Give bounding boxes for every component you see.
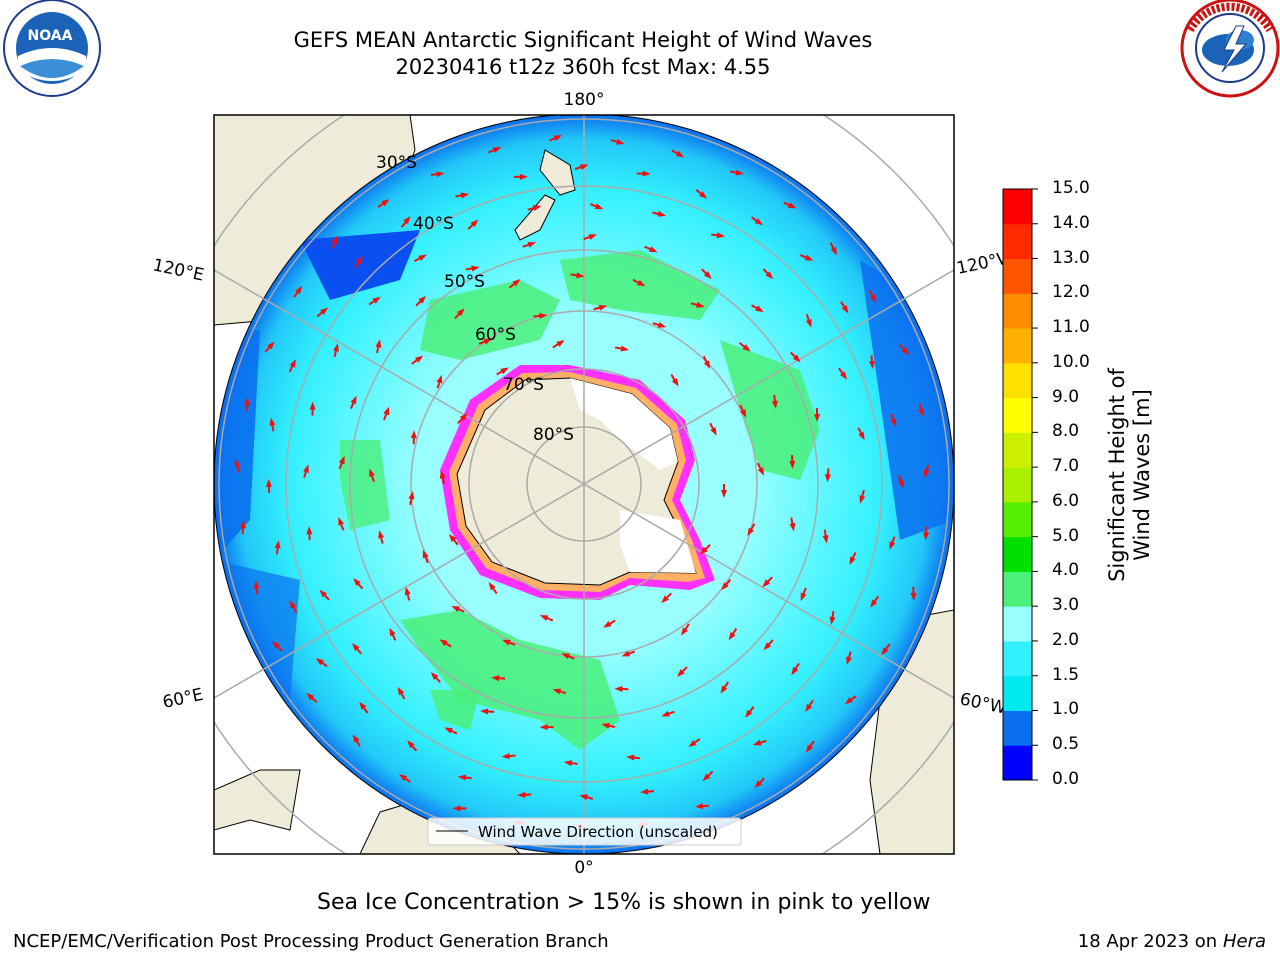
- colorbar-segment: [1003, 362, 1032, 399]
- lat-label-60s: 60°S: [475, 325, 516, 345]
- lat-label-80s: 80°S: [533, 425, 574, 445]
- noaa-logo: NOAA: [3, 0, 101, 97]
- colorbar-segment: [1003, 501, 1032, 538]
- colorbar-segment: [1003, 675, 1032, 711]
- colorbar-segment: [1003, 328, 1032, 364]
- colorbar-tick-label: 5.0: [1052, 525, 1080, 546]
- land-africa: [214, 769, 301, 831]
- colorbar-tick-label: 15.0: [1052, 178, 1090, 198]
- footer-date-text: 18 Apr 2023 on: [1077, 931, 1218, 952]
- colorbar-tick-label: 9.0: [1052, 386, 1080, 407]
- colorbar-segment: [1003, 640, 1032, 677]
- colorbar-segment: [1003, 432, 1032, 468]
- colorbar-segment: [1003, 258, 1032, 294]
- wind-wave-arrows: [234, 135, 930, 830]
- colorbar-tick-label: 6.0: [1052, 490, 1080, 511]
- chart-title-line2: 20230416 t12z 360h fcst Max: 4.55: [395, 55, 771, 79]
- colorbar-tick-label: 4.0: [1052, 560, 1080, 581]
- colorbar-segment: [1003, 293, 1032, 329]
- colorbar-tick-label: 10.0: [1052, 351, 1090, 372]
- land-new-zealand-north: [539, 149, 576, 196]
- colorbar-segment: [1003, 606, 1032, 642]
- land-new-zealand-south: [514, 194, 556, 241]
- footer-machine: Hera: [1222, 931, 1266, 952]
- lon-label-60e: 60°E: [161, 685, 205, 713]
- colorbar-tick-label: 11.0: [1052, 317, 1090, 338]
- colorbar-segment: [1003, 710, 1032, 746]
- colorbar-tick-label: 3.0: [1052, 595, 1080, 616]
- colorbar-segment: [1003, 189, 1032, 225]
- lon-label-120e: 120°E: [151, 255, 206, 285]
- legend-label: Wind Wave Direction (unscaled): [478, 823, 718, 841]
- chart-title-line1: GEFS MEAN Antarctic Significant Height o…: [293, 28, 873, 52]
- lon-label-60w: 60°W: [958, 689, 1008, 718]
- colorbar-tick-label: 13.0: [1052, 247, 1090, 268]
- noaa-logo-text: NOAA: [28, 28, 73, 44]
- lat-label-70s: 70°S: [503, 375, 544, 395]
- colorbar: [1002, 188, 1038, 781]
- colorbar-tick-label: 0.5: [1052, 734, 1080, 755]
- colorbar-segment: [1003, 745, 1032, 781]
- nws-logo: [1180, 0, 1280, 98]
- footer-date: 18 Apr 2023 on Hera: [1078, 931, 1266, 952]
- colorbar-tick-label: 8.0: [1052, 421, 1080, 442]
- sea-ice-note: Sea Ice Concentration > 15% is shown in …: [317, 890, 931, 915]
- colorbar-tick-label: 14.0: [1052, 212, 1090, 233]
- colorbar-tick-label: 1.5: [1052, 664, 1080, 685]
- colorbar-tick-label: 0.0: [1052, 769, 1080, 789]
- colorbar-segment: [1003, 223, 1032, 260]
- colorbar-label: Significant Height of Wind Waves [m]: [1105, 368, 1154, 582]
- lon-label-180: 180°: [564, 90, 605, 110]
- colorbar-tick-label: 12.0: [1052, 282, 1090, 303]
- colorbar-tick-label: 2.0: [1052, 629, 1080, 650]
- graticule: [214, 115, 954, 854]
- map-legend: Wind Wave Direction (unscaled): [427, 817, 742, 846]
- colorbar-tick-label: 1.0: [1052, 699, 1080, 720]
- footer-credit: NCEP/EMC/Verification Post Processing Pr…: [13, 931, 609, 952]
- colorbar-segment: [1003, 536, 1032, 572]
- lat-label-40s: 40°S: [413, 214, 454, 234]
- colorbar-segment: [1003, 397, 1032, 433]
- colorbar-tick-label: 7.0: [1052, 456, 1080, 477]
- colorbar-segment: [1003, 467, 1032, 503]
- colorbar-segment: [1003, 571, 1032, 607]
- lat-label-30s: 30°S: [376, 153, 417, 173]
- lon-label-0: 0°: [574, 858, 593, 878]
- lat-label-50s: 50°S: [444, 272, 485, 292]
